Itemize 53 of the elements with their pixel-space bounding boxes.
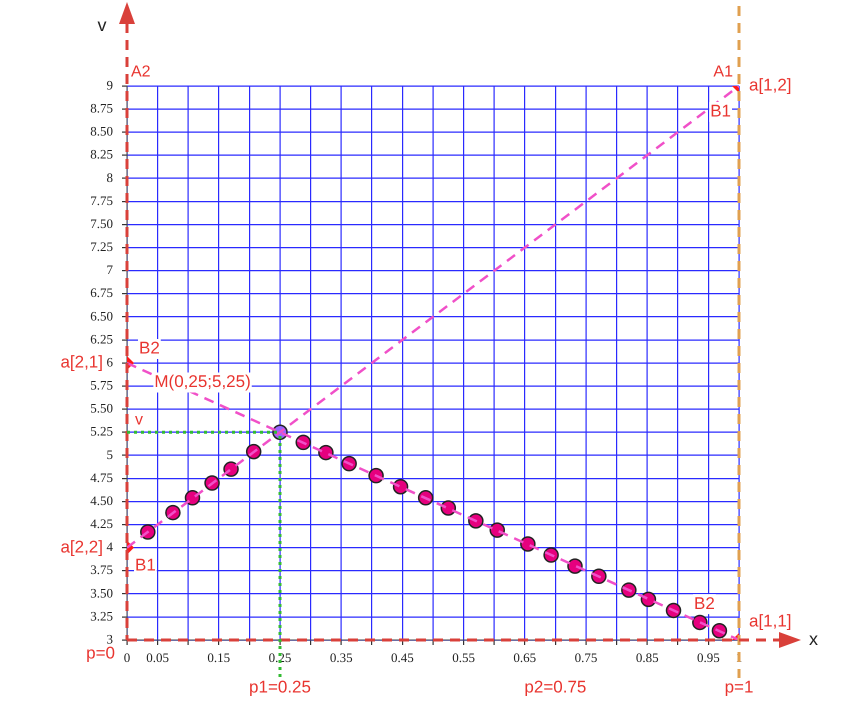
- y-tick-label: 5.75: [90, 378, 113, 393]
- y-tick-label: 9: [106, 77, 113, 92]
- y-tick-label: 5.50: [90, 400, 113, 416]
- annotation: a[1,1]: [749, 612, 792, 631]
- y-tick-label: 3.25: [90, 608, 113, 624]
- y-tick-label: 3: [106, 631, 113, 646]
- x-tick-label: 0.05: [146, 650, 169, 666]
- y-tick-label: 8.75: [90, 100, 113, 116]
- y-tick-label: 8.50: [90, 124, 113, 139]
- y-axis-title: v: [98, 14, 106, 35]
- x-tick-label: 0.95: [697, 650, 720, 666]
- y-tick-label: 4: [106, 539, 114, 554]
- annotation: p1=0.25: [249, 678, 311, 697]
- annotation: p=1: [724, 678, 754, 697]
- x-tick-label: 0.85: [636, 650, 659, 666]
- annotation: a[2,2]: [60, 537, 103, 556]
- x-tick-label: 0.15: [207, 650, 230, 666]
- x-tick-label: 0.55: [452, 650, 475, 666]
- annotation: B2: [139, 338, 160, 358]
- y-tick-label: 8.25: [90, 146, 113, 162]
- x-tick-label: 0.65: [513, 650, 536, 666]
- y-tick-label: 5.25: [90, 424, 113, 439]
- y-tick-label: 6.25: [90, 331, 113, 346]
- ref-line-label: A1: [713, 63, 734, 80]
- ref-line-label: A2: [131, 63, 151, 80]
- x-axis-title: x: [809, 628, 818, 649]
- x-tick-label: 0: [124, 650, 130, 666]
- y-tick-label: 7.25: [90, 239, 113, 254]
- text: p2=0.75: [524, 678, 586, 697]
- y-tick-label: 4.75: [90, 470, 113, 485]
- x-tick-label: 0.35: [330, 650, 353, 666]
- x-tick-label: 0.45: [391, 650, 414, 666]
- y-tick-label: 7.75: [90, 192, 113, 208]
- annotation: a[2,1]: [60, 352, 103, 372]
- y-tick-label: 7.50: [90, 216, 113, 231]
- text: p=0: [86, 644, 115, 663]
- annotation: M(0,25;5,25): [154, 372, 251, 392]
- annotation: B2: [694, 594, 715, 613]
- y-tick-label: 8: [106, 170, 113, 185]
- y-tick-label: 5: [106, 446, 113, 462]
- y-tick-label: 4.25: [90, 516, 113, 532]
- annotation: B1: [710, 102, 731, 121]
- x-tick-label: 0.75: [574, 650, 598, 666]
- ref-line-label: v: [135, 412, 143, 429]
- y-tick-label: 6.75: [90, 285, 113, 300]
- annotation: a[1,2]: [749, 76, 792, 95]
- annotation: B1: [135, 555, 156, 574]
- y-tick-label: 4.50: [90, 492, 113, 508]
- y-tick-label: 6: [106, 354, 114, 370]
- y-tick-label: 7: [106, 262, 114, 278]
- y-tick-label: 3.50: [90, 585, 113, 600]
- y-tick-label: 6.50: [90, 308, 113, 324]
- y-tick-label: 3.75: [90, 562, 113, 578]
